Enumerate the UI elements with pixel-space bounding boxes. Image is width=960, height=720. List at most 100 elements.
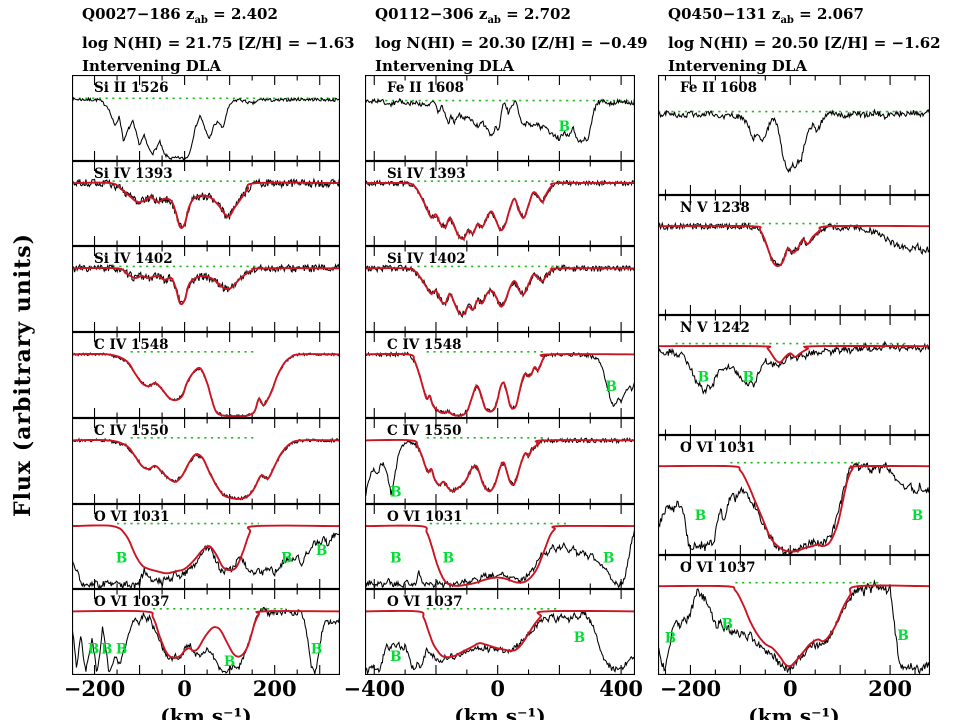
blend-marker: B (316, 543, 327, 559)
x-tick-label: −200 (63, 676, 126, 701)
blend-marker: B (390, 484, 401, 500)
fit-curve (72, 609, 340, 659)
x-tick-label: −200 (659, 676, 722, 701)
fit-curve (365, 267, 635, 316)
fit-curve (365, 609, 635, 659)
panel-o-vi-1031: B B B O VI 1031 (72, 504, 340, 589)
fit-curve (365, 352, 635, 417)
fit-curve (365, 524, 635, 587)
fit-curve (658, 464, 930, 553)
fit-curve (72, 439, 340, 500)
y-axis-label: Flux (arbitrary units) (10, 232, 36, 518)
transition-label: O VI 1031 (387, 509, 463, 525)
blend-marker: B (224, 654, 235, 670)
fit-curve (72, 267, 340, 306)
column-header-1: Q0112−306 zab = 2.702 log N(HI) = 20.30 [… (375, 3, 648, 78)
qso-title: Q0027−186 zab = 2.402 (82, 5, 278, 26)
x-axis-unit: (km s⁻¹) (160, 704, 252, 720)
panel-o-vi-1037: B B B O VI 1037 (658, 555, 930, 675)
blend-marker: B (390, 551, 401, 567)
panel-c-iv-1548: C IV 1548 (72, 332, 340, 418)
transition-label: O VI 1037 (680, 560, 756, 576)
panel-c-iv-1550: B C IV 1550 (365, 418, 635, 504)
blend-marker: B (722, 616, 733, 632)
transition-label: Si II 1526 (94, 80, 168, 96)
system-type-line: Intervening DLA (375, 57, 514, 75)
panel-fe-ii-1608: Fe II 1608 (658, 75, 930, 195)
blend-marker: B (443, 551, 454, 567)
panel-si-iv-1393: Si IV 1393 (72, 161, 340, 246)
system-type-line: Intervening DLA (82, 57, 221, 75)
blend-marker: B (665, 631, 676, 647)
blend-marker: B (897, 628, 908, 644)
nhi-metallicity-line: log N(HI) = 20.30 [Z/H] = −0.49 (375, 34, 648, 52)
x-tick-label: 0 (177, 676, 192, 701)
system-type-line: Intervening DLA (668, 57, 807, 75)
blend-marker: B (743, 369, 754, 385)
panel-o-vi-1031: B B O VI 1031 (658, 435, 930, 555)
transition-label: O VI 1031 (94, 509, 170, 525)
transition-label: O VI 1031 (680, 440, 756, 456)
fit-curve (72, 352, 340, 418)
transition-label: Si IV 1402 (387, 251, 466, 267)
transition-label: O VI 1037 (387, 594, 463, 610)
fit-curve (658, 345, 930, 364)
transition-label: Si IV 1402 (94, 251, 173, 267)
panel-si-iv-1402: Si IV 1402 (72, 246, 340, 332)
fit-curve (658, 584, 930, 668)
fit-curve (72, 181, 340, 229)
panel-si-ii-1526: Si II 1526 (72, 75, 340, 161)
blend-marker: B (606, 379, 617, 395)
transition-label: O VI 1037 (94, 594, 170, 610)
panel-n-v-1242: B B N V 1242 (658, 315, 930, 435)
blend-marker: B (695, 508, 706, 524)
qso-title: Q0450−131 zab = 2.067 (668, 5, 864, 26)
x-tick-label: 0 (490, 676, 505, 701)
transition-label: Si IV 1393 (387, 166, 466, 182)
blend-marker: B (603, 551, 614, 567)
blend-marker: B (574, 630, 585, 646)
blend-marker: B (281, 551, 292, 567)
fit-curve (658, 224, 930, 268)
nhi-metallicity-line: log N(HI) = 20.50 [Z/H] = −1.62 (668, 34, 941, 52)
blend-marker: B (390, 649, 401, 665)
transition-label: C IV 1548 (387, 337, 462, 353)
x-tick-label: −400 (343, 676, 405, 701)
fit-curve (365, 181, 635, 240)
blend-marker: B (88, 641, 99, 657)
x-tick-label: 200 (868, 676, 912, 701)
column-header-2: Q0450−131 zab = 2.067 log N(HI) = 20.50 [… (668, 3, 941, 78)
transition-label: Fe II 1608 (680, 80, 757, 96)
transition-label: N V 1238 (680, 200, 750, 216)
blend-marker: B (559, 119, 570, 135)
transition-label: Si IV 1393 (94, 166, 173, 182)
x-axis-unit: (km s⁻¹) (748, 704, 840, 720)
transition-label: C IV 1548 (94, 337, 169, 353)
panel-si-iv-1393: Si IV 1393 (365, 161, 635, 246)
blend-marker: B (101, 641, 112, 657)
panel-n-v-1238: N V 1238 (658, 195, 930, 315)
blend-marker: B (116, 641, 127, 657)
panel-c-iv-1550: C IV 1550 (72, 418, 340, 504)
blend-marker: B (116, 551, 127, 567)
transition-label: Fe II 1608 (387, 80, 464, 96)
panel-o-vi-1037: B B O VI 1037 (365, 589, 635, 675)
transition-label: N V 1242 (680, 320, 750, 336)
fit-curve (72, 524, 340, 575)
transition-label: C IV 1550 (387, 423, 462, 439)
nhi-metallicity-line: log N(HI) = 21.75 [Z/H] = −1.63 (82, 34, 355, 52)
qso-title: Q0112−306 zab = 2.702 (375, 5, 571, 26)
transition-label: C IV 1550 (94, 423, 169, 439)
panel-c-iv-1548: B C IV 1548 (365, 332, 635, 418)
panel-fe-ii-1608: B Fe II 1608 (365, 75, 635, 161)
panel-si-iv-1402: Si IV 1402 (365, 246, 635, 332)
blend-marker: B (912, 508, 923, 524)
x-axis-unit: (km s⁻¹) (454, 704, 546, 720)
panel-o-vi-1031: B B B O VI 1031 (365, 504, 635, 589)
blend-marker: B (311, 641, 322, 657)
x-tick-label: 0 (782, 676, 798, 701)
fit-curve (365, 438, 635, 493)
blend-marker: B (698, 369, 709, 385)
